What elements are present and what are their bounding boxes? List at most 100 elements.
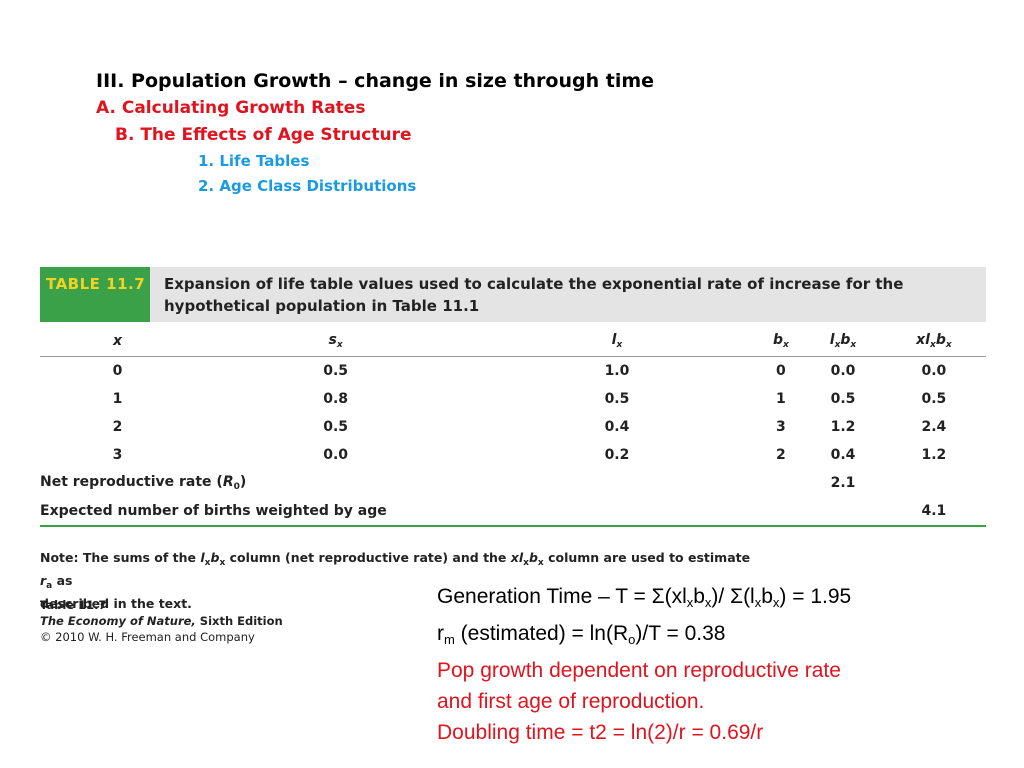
rm-sub: m	[444, 632, 455, 647]
table-number: TABLE 11.7	[46, 275, 146, 293]
credit-table-number: Table 11.7	[40, 598, 107, 612]
gen-sub: x	[754, 595, 762, 610]
note-l-sub: x	[204, 558, 211, 568]
cell: 0.5	[830, 391, 856, 407]
note-text: column (net reproductive rate) and the	[225, 550, 511, 565]
cell: 2	[112, 419, 123, 435]
col-lxbx: lxbx	[804, 326, 882, 357]
cell: 0.0	[323, 447, 349, 463]
net-reproductive-label: Net reproductive rate (R0)	[40, 469, 758, 497]
note-r: r	[40, 573, 47, 588]
note-xl: xl	[510, 550, 524, 565]
generation-time-line: Generation Time – T = Σ(xlxbx)/ Σ(lxbx) …	[437, 581, 1017, 618]
cell	[758, 469, 804, 497]
gen-text: ) = 1.95	[779, 585, 852, 608]
births-row: Expected number of births weighted by ag…	[40, 497, 986, 527]
col-lx-sub: x	[616, 340, 623, 350]
note-line2: described in the text.	[40, 596, 192, 611]
note-text: column are used to estimate	[543, 550, 751, 565]
rm-sub: o	[628, 632, 636, 647]
credit-book-edition: Sixth Edition	[195, 614, 283, 628]
pop-growth-line1: Pop growth dependent on reproductive rat…	[437, 659, 841, 682]
credit-book-title: The Economy of Nature,	[40, 614, 196, 628]
cell: 1	[776, 391, 786, 407]
life-table: x sx lx bx lxbx xlxbx 0 0.5 1.0 0 0.0 0.…	[40, 326, 986, 527]
gen-text: )/ Σ(l	[711, 585, 755, 608]
gen-sub: x	[704, 595, 712, 610]
col-bx-label: b	[773, 332, 784, 348]
col-sx: sx	[195, 326, 477, 357]
note-b: b	[210, 550, 220, 565]
table-row: 2 0.5 0.4 3 1.2 2.4	[40, 413, 986, 441]
col-xlxbx-xl: xl	[916, 332, 930, 348]
outline-item-1: 1. Life Tables	[198, 152, 310, 170]
calculation-notes: Generation Time – T = Σ(xlxbx)/ Σ(lxbx) …	[437, 581, 1017, 748]
cell: 1.0	[604, 363, 630, 379]
table-caption: Expansion of life table values used to c…	[164, 273, 964, 317]
rm-text: )/T = 0.38	[635, 622, 726, 645]
cell: 3	[112, 447, 123, 463]
cell: 0.5	[323, 419, 349, 435]
net-label-r: R	[222, 474, 234, 490]
note-xb: b	[528, 550, 538, 565]
col-lxbx-sub1: x	[834, 340, 841, 350]
cell: 0.8	[323, 391, 349, 407]
cell: 3	[776, 419, 786, 435]
cell: 0.5	[604, 391, 630, 407]
births-label: Expected number of births weighted by ag…	[40, 497, 758, 527]
col-lxbx-b: b	[840, 332, 851, 348]
col-sx-sub: x	[336, 340, 343, 350]
cell: 2	[776, 447, 786, 463]
col-sx-label: s	[328, 332, 337, 348]
table-note: Note: The sums of the laxbx column (net …	[40, 549, 760, 612]
table-tag: TABLE 11.7	[40, 267, 150, 322]
cell: 0.2	[604, 447, 630, 463]
note-text: The sums of the	[78, 550, 201, 565]
net-label-text: Net reproductive rate (	[40, 474, 223, 490]
rm-text: r	[437, 622, 444, 645]
cell: 0	[776, 363, 786, 379]
rm-text: (estimated) = ln(R	[454, 622, 629, 645]
col-bx: bx	[757, 326, 805, 357]
table-caption-line1: Expansion of life table values used to c…	[164, 275, 904, 293]
col-lxbx-sub2: x	[850, 340, 857, 350]
col-lx-label: l	[611, 332, 617, 348]
col-xlxbx-b: b	[935, 332, 946, 348]
col-lx: lx	[476, 326, 758, 357]
cell: 1.2	[921, 447, 947, 463]
cell: 2.4	[921, 419, 947, 435]
cell: 0.5	[323, 363, 349, 379]
table-caption-line2: hypothetical population in Table 11.1	[164, 297, 480, 315]
cell	[757, 497, 805, 527]
outline-item-2: 2. Age Class Distributions	[198, 177, 417, 195]
figure-credit: Table 11.7 The Economy of Nature, Sixth …	[40, 597, 283, 645]
net-label-sub: 0	[233, 482, 240, 492]
cell: 1	[112, 391, 123, 407]
col-xlxbx-sub1: x	[930, 340, 936, 350]
outline-item-a: A. Calculating Growth Rates	[96, 98, 366, 118]
outline-item-b: B. The Effects of Age Structure	[115, 125, 412, 145]
note-text: as	[52, 573, 73, 588]
doubling-time-line: Doubling time = t2 = ln(2)/r = 0.69/r	[437, 721, 764, 744]
table-header-row: x sx lx bx lxbx xlxbx	[40, 326, 986, 357]
cell: 0.4	[830, 447, 856, 463]
rm-line: rm (estimated) = ln(Ro)/T = 0.38	[437, 618, 1017, 655]
cell: 0.0	[830, 363, 856, 379]
note-b-sub: x	[219, 558, 226, 568]
net-label-close: )	[239, 474, 247, 490]
cell	[804, 497, 882, 527]
col-xlxbx-sub2: x	[945, 340, 952, 350]
cell: 0	[112, 363, 123, 379]
slide-outline: III. Population Growth – change in size …	[96, 68, 654, 199]
table-header-bar: TABLE 11.7 Expansion of life table value…	[40, 267, 986, 322]
note-xl-sub: x	[523, 558, 529, 568]
gen-text: b	[693, 585, 705, 608]
cell	[882, 469, 986, 497]
credit-copyright: © 2010 W. H. Freeman and Company	[40, 630, 255, 644]
table-row: 0 0.5 1.0 0 0.0 0.0	[40, 357, 986, 386]
note-l: l	[200, 550, 205, 565]
outline-heading: III. Population Growth – change in size …	[96, 70, 655, 92]
cell: 0.5	[921, 391, 947, 407]
cell: 0.4	[604, 419, 630, 435]
col-x: x	[40, 326, 195, 357]
